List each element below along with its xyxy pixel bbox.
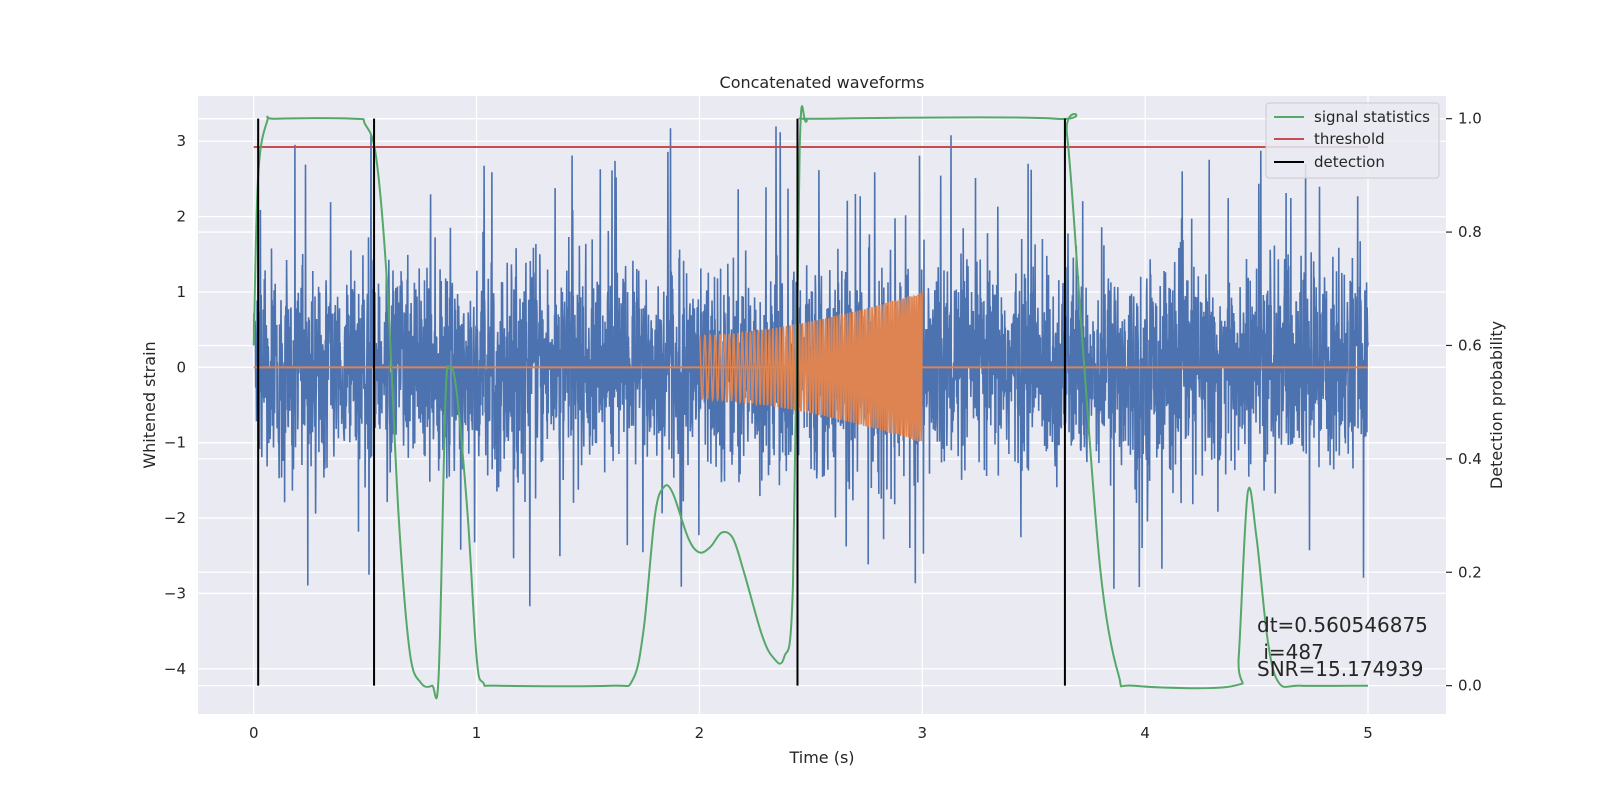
y-left-tick-label: −3: [164, 584, 186, 602]
y-left-tick-label: −1: [164, 434, 186, 452]
x-tick-label: 5: [1363, 724, 1373, 742]
injected-waveform-series: [253, 291, 1368, 442]
annotation-index: i=487: [1257, 640, 1324, 664]
y-left-tick-label: 2: [176, 208, 186, 226]
injected-waveform-line: [698, 291, 924, 442]
y-right-tick-label: 1.0: [1458, 110, 1482, 128]
y-left-axis-ticks: −4 −3 −2 −1 0 1 2 3: [164, 132, 186, 678]
x-tick-label: 2: [695, 724, 705, 742]
x-tick-label: 3: [918, 724, 928, 742]
signal-statistics-line: [252, 105, 1369, 700]
x-tick-label: 4: [1140, 724, 1150, 742]
legend-box: [1265, 102, 1440, 179]
annotation-dt: dt=0.560546875: [1257, 613, 1428, 637]
y-left-tick-label: −4: [164, 660, 186, 678]
y-right-tick-label: 0.0: [1458, 677, 1482, 695]
y-left-tick-label: −2: [164, 509, 186, 527]
legend-detection-label: detection: [1314, 153, 1385, 171]
y-right-tick-label: 0.8: [1458, 223, 1482, 241]
x-axis-ticks: 0 1 2 3 4 5: [249, 724, 1373, 742]
legend-threshold-label: threshold: [1314, 130, 1385, 148]
y-right-axis-label: Detection probability: [1487, 321, 1506, 489]
y-right-tick-label: 0.4: [1458, 450, 1482, 468]
legend: signal statistics threshold detection: [1265, 102, 1440, 179]
y-right-tick-label: 0.2: [1458, 563, 1482, 581]
whitened-strain-series: [252, 126, 1369, 607]
chart-title: Concatenated waveforms: [720, 73, 925, 92]
detection-series: [257, 118, 1066, 686]
x-axis-label: Time (s): [788, 748, 854, 767]
whitened-strain-line: [252, 126, 1369, 607]
signal-statistics-series: [252, 105, 1369, 700]
y-left-tick-label: 1: [176, 283, 186, 301]
y-left-tick-label: 0: [176, 358, 186, 376]
annotation-snr: SNR=15.174939: [1257, 657, 1423, 681]
x-tick-label: 1: [472, 724, 482, 742]
y-right-tick-label: 0.6: [1458, 336, 1482, 354]
legend-signal-statistics-label: signal statistics: [1314, 108, 1430, 126]
y-left-tick-label: 3: [176, 132, 186, 150]
y-right-axis-ticks: 0.0 0.2 0.4 0.6 0.8 1.0: [1446, 110, 1482, 695]
x-tick-label: 0: [249, 724, 259, 742]
y-left-axis-label: Whitened strain: [140, 341, 159, 468]
